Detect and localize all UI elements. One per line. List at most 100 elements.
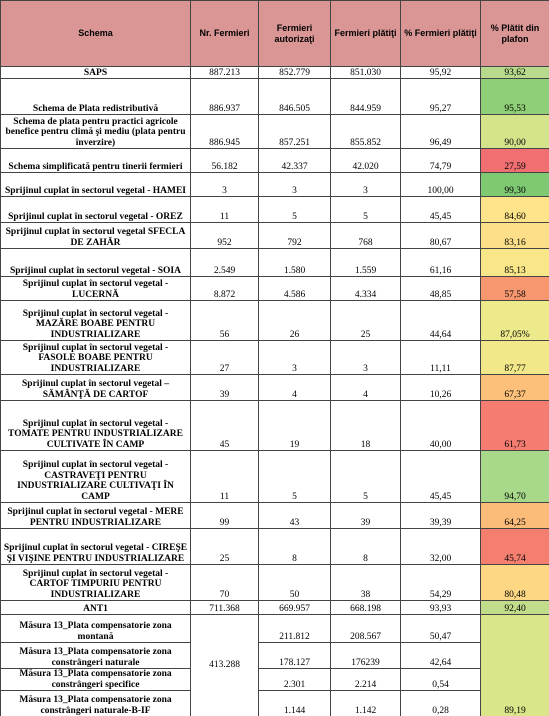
value-cell: 25 (330, 300, 401, 341)
value-cell: 952 (190, 222, 259, 249)
scheme-cell: Măsura 13_Plata compensatorie zona const… (0, 642, 191, 669)
value-cell: 11 (190, 196, 259, 223)
scheme-cell: Măsura 13_Plata compensatorie zona monta… (0, 614, 191, 643)
header-cell: Fermieri autorizaţi (258, 0, 331, 67)
value-cell: 11 (190, 450, 259, 503)
table-row: ANT1 711.368 669.957 668.198 93,93 92,40 (0, 600, 549, 615)
value-cell: 11,11 (400, 340, 481, 375)
scheme-cell: Sprijinul cuplat în sectorul vegetal - O… (0, 196, 191, 223)
value-cell: 4.334 (330, 276, 401, 301)
scheme-cell: Măsura 13_Plata compensatorie zona const… (0, 690, 191, 716)
scheme-cell: Sprijinul cuplat în sectorul vegetal - T… (0, 400, 191, 451)
scheme-cell: Măsura 13_Plata compensatorie zona const… (0, 668, 191, 691)
value-cell: 100,00 (400, 172, 481, 197)
value-cell: 54,29 (400, 564, 481, 601)
header-cell: % Plătit din plafon (480, 0, 549, 67)
scheme-cell: Sprijinul cuplat în sectorul vegetal - F… (0, 340, 191, 375)
value-cell: 3 (190, 172, 259, 197)
value-cell: 95,92 (400, 66, 481, 79)
table-row: Sprijinul cuplat în sectorul vegetal - S… (0, 248, 549, 277)
value-cell: 64,25 (480, 502, 549, 529)
value-cell: 5 (258, 450, 331, 503)
value-cell: 857.251 (258, 114, 331, 149)
value-cell: 3 (330, 340, 401, 375)
value-cell: 3 (258, 172, 331, 197)
table-row: Sprijinul cuplat în sectorul vegetal - L… (0, 276, 549, 301)
value-cell: 27 (190, 340, 259, 375)
table-row: Sprijinul cuplat în sectorul vegetal - C… (0, 528, 549, 565)
value-cell: 50,47 (400, 614, 481, 643)
value-cell: 1.559 (330, 248, 401, 277)
scheme-cell: Sprijinul cuplat în sectorul vegetal SFE… (0, 222, 191, 249)
value-cell: 10,26 (400, 374, 481, 401)
header-cell: Fermieri plătiţi (330, 0, 401, 67)
value-cell: 211.812 (258, 614, 331, 643)
table-row: Sprijinul cuplat în sectorul vegetal - M… (0, 300, 549, 341)
table-row: Sprijinul cuplat în sectorul vegetal – S… (0, 374, 549, 401)
value-cell: 56.182 (190, 148, 259, 173)
header-row: Schema Nr. Fermieri Fermieri autorizaţi Fer… (0, 0, 549, 67)
value-cell: 61,16 (400, 248, 481, 277)
scheme-cell: Schema de Plata redistributivă (0, 78, 191, 115)
scheme-cell: Sprijinul cuplat în sectorul vegetal - S… (0, 248, 191, 277)
value-cell: 8 (258, 528, 331, 565)
table-row: Sprijinul cuplat în sectorul vegetal - H… (0, 172, 549, 197)
value-cell: 70 (190, 564, 259, 601)
table-row: Sprijinul cuplat în sectorul vegetal - M… (0, 502, 549, 529)
table-row: Măsura 13_Plata compensatorie zona const… (0, 642, 549, 669)
value-cell: 887.213 (190, 66, 259, 79)
value-cell: 4 (258, 374, 331, 401)
value-cell: 178.127 (258, 642, 331, 669)
value-cell: 5 (330, 196, 401, 223)
value-cell: 40,00 (400, 400, 481, 451)
scheme-cell: Schema simplificată pentru tinerii fermi… (0, 148, 191, 173)
value-cell: 89,19 (480, 614, 549, 716)
table-row: Sprijinul cuplat în sectorul vegetal - O… (0, 196, 549, 223)
header-cell: % Fermieri plătiţi (400, 0, 481, 67)
table-row: Sprijinul cuplat în sectorul vegetal - T… (0, 400, 549, 451)
value-cell: 99,30 (480, 172, 549, 197)
value-cell: 852.779 (258, 66, 331, 79)
value-cell: 0,54 (400, 668, 481, 691)
value-cell: 3 (258, 340, 331, 375)
scheme-cell: Sprijinul cuplat în sectorul vegetal - H… (0, 172, 191, 197)
table-row: Schema de Plata redistributivă 886.937 846… (0, 78, 549, 115)
value-cell: 5 (330, 450, 401, 503)
value-cell: 87,05% (480, 300, 549, 341)
table-row: Măsura 13_Plata compensatorie zona const… (0, 668, 549, 691)
scheme-cell: Sprijinul cuplat în sectorul vegetal - C… (0, 528, 191, 565)
value-cell: 2.301 (258, 668, 331, 691)
scheme-cell: Sprijinul cuplat în sectorul vegetal - M… (0, 502, 191, 529)
value-cell: 80,48 (480, 564, 549, 601)
value-cell: 19 (258, 400, 331, 451)
scheme-cell: ANT1 (0, 600, 191, 615)
value-cell: 92,40 (480, 600, 549, 615)
value-cell: 8 (330, 528, 401, 565)
table-row: Schema simplificată pentru tinerii fermi… (0, 148, 549, 173)
value-cell: 27,59 (480, 148, 549, 173)
scheme-cell: Sprijinul cuplat în sectorul vegetal - C… (0, 564, 191, 601)
value-cell: 39,39 (400, 502, 481, 529)
value-cell: 45,45 (400, 196, 481, 223)
value-cell: 93,93 (400, 600, 481, 615)
scheme-cell: Sprijinul cuplat în sectorul vegetal - L… (0, 276, 191, 301)
scheme-cell: Schema de plata pentru practici agricole… (0, 114, 191, 149)
value-cell: 208.567 (330, 614, 401, 643)
value-cell: 851.030 (330, 66, 401, 79)
value-cell: 668.198 (330, 600, 401, 615)
value-cell: 0,28 (400, 690, 481, 716)
value-cell: 25 (190, 528, 259, 565)
value-cell: 50 (258, 564, 331, 601)
scheme-cell: Sprijinul cuplat în sectorul vegetal – S… (0, 374, 191, 401)
value-cell: 74,79 (400, 148, 481, 173)
value-cell: 39 (190, 374, 259, 401)
value-cell: 38 (330, 564, 401, 601)
table-row: Schema de plata pentru practici agricole… (0, 114, 549, 149)
value-cell: 67,37 (480, 374, 549, 401)
value-cell: 18 (330, 400, 401, 451)
table-row: Măsura 13_Plata compensatorie zona monta… (0, 614, 549, 716)
value-cell: 669.957 (258, 600, 331, 615)
value-cell: 83,16 (480, 222, 549, 249)
value-cell: 176239 (330, 642, 401, 669)
